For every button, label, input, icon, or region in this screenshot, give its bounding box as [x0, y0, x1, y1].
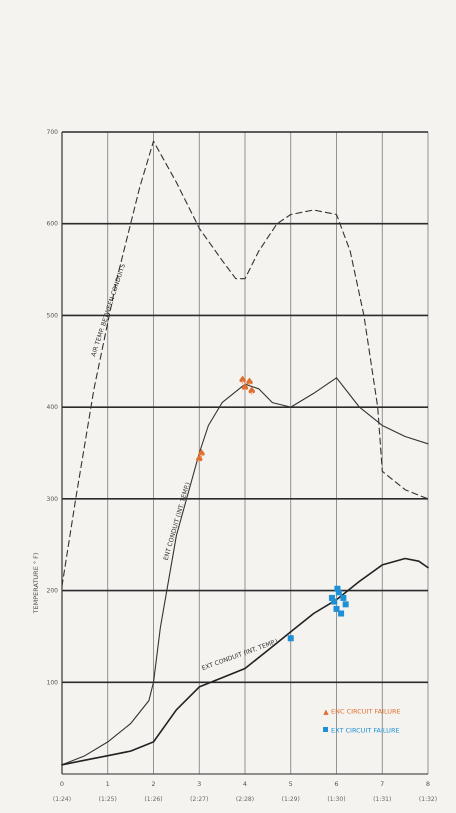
enc-failure-marker: ♠: [240, 381, 250, 394]
ext-failure-marker: [338, 610, 345, 617]
legend-enc-label: ENC CIRCUIT FAILURE: [331, 708, 401, 716]
x-tick-sublabel: (1:24): [53, 796, 71, 803]
x-tick-label: 2: [151, 780, 155, 788]
ext-failure-marker: [334, 585, 341, 592]
x-tick-label: 8: [426, 780, 430, 788]
y-tick-label: 300: [47, 496, 59, 503]
enc-failure-marker: ♠: [238, 374, 248, 387]
enc-failure-marker: ♠: [245, 375, 255, 388]
x-tick-label: 5: [289, 780, 293, 788]
x-tick-sublabel: (2:27): [190, 796, 208, 803]
x-tick-label: 6: [334, 780, 338, 788]
series-label-2: ENT CONDUIT (INT. TEMP.): [163, 481, 192, 561]
ext-failure-marker: [331, 598, 338, 605]
y-axis-title: TEMPERATURE ° F): [32, 553, 40, 615]
y-tick-label: 100: [47, 679, 59, 686]
x-tick-sublabel: (1:29): [282, 796, 300, 803]
legend-layer: ▲ ENC CIRCUIT FAILURE EXT CIRCUIT FAILURE: [323, 708, 401, 735]
ext-failure-marker: [335, 589, 342, 596]
ext-failure-marker: [340, 594, 347, 601]
y-tick-label: 600: [47, 221, 59, 228]
series-line-1: [61, 140, 429, 587]
x-tick-sublabel: (1:30): [327, 796, 345, 803]
enc-failure-marker: ♠: [194, 453, 204, 466]
x-tick-label: 4: [243, 780, 247, 788]
x-tick-label: 3: [197, 780, 201, 788]
y-tick-label: 200: [47, 588, 59, 595]
x-tick-sublabel: (1:31): [373, 796, 391, 803]
ext-failure-marker: [333, 605, 340, 612]
x-tick-label: 1: [106, 780, 110, 788]
enc-failure-marker: ♠: [247, 385, 257, 398]
series-label-3: EXT CONDUIT (INT. TEMP.): [201, 638, 279, 672]
ext-failure-marker: [287, 635, 294, 642]
series-line-2: [61, 377, 429, 766]
enc-failure-marker: ♠: [197, 447, 207, 460]
ext-failure-marker: [328, 594, 335, 601]
x-tick-sublabel: (1:32): [419, 796, 437, 803]
series-label-1: AIR TEMP. BETWEEN CONDUITS: [90, 263, 127, 358]
ext-failure-marker: [342, 601, 349, 608]
y-tick-label: 400: [47, 404, 59, 411]
legend-ext-symbol: [323, 727, 328, 732]
grid-layer: [61, 131, 429, 775]
label-layer: 100 200 300 400 500 600 700 0 (1:24) 1 (1:25) 2 (1:2…: [32, 129, 437, 803]
y-tick-label: 700: [47, 129, 59, 136]
x-tick-sublabel: (2:28): [236, 796, 254, 803]
series-line-3: [61, 557, 429, 766]
marker-layer: ♠♠♠♠♠♠: [194, 374, 349, 642]
series-layer: [61, 140, 429, 766]
x-tick-sublabel: (1:25): [99, 796, 117, 803]
x-tick-label: 7: [380, 780, 384, 788]
legend-enc-symbol: ▲: [323, 708, 329, 716]
x-tick-label: 0: [60, 780, 64, 788]
y-tick-label: 500: [47, 312, 59, 319]
legend-ext-label: EXT CIRCUIT FAILURE: [331, 727, 400, 735]
x-tick-sublabel: (1:26): [144, 796, 162, 803]
